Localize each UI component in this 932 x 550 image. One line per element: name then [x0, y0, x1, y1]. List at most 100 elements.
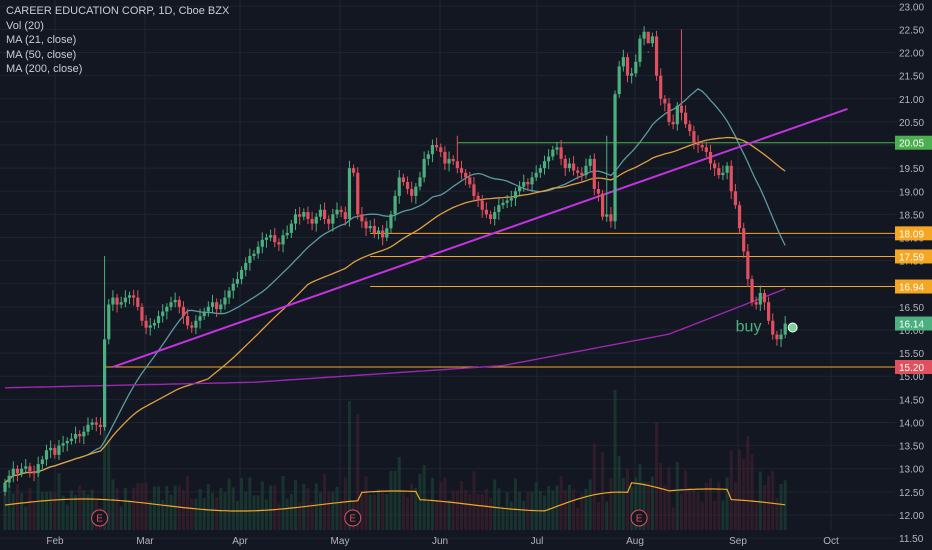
- candle-body: [293, 214, 298, 224]
- candle-body: [725, 165, 729, 173]
- volume-bar: [165, 486, 169, 530]
- candle-body: [430, 145, 435, 155]
- legend-ma200[interactable]: MA (200, close): [6, 63, 83, 75]
- candle-body: [140, 306, 144, 321]
- candle-body: [721, 172, 725, 176]
- volume-bar: [240, 478, 244, 530]
- volume-bar: [762, 485, 766, 530]
- y-tick-label: 15.50: [899, 349, 924, 360]
- candle-body: [190, 325, 194, 328]
- y-tick-label: 14.50: [899, 395, 924, 406]
- legend-ma21[interactable]: MA (21, close): [6, 34, 77, 46]
- earnings-marker: [630, 509, 648, 527]
- volume-bar: [717, 482, 721, 530]
- volume-ma: [4, 482, 786, 512]
- candle-body: [53, 447, 57, 455]
- y-tick-label: 14.00: [899, 418, 924, 429]
- earnings-marker-label: E: [349, 514, 356, 525]
- candles: [3, 26, 787, 496]
- volume-bar: [605, 501, 609, 530]
- volume-bar: [36, 474, 40, 530]
- candle-body: [667, 103, 671, 122]
- volume-bar: [314, 483, 318, 530]
- candle-body: [692, 131, 696, 143]
- candle-body: [32, 471, 36, 474]
- candle-body: [542, 161, 547, 169]
- candle-body: [152, 323, 156, 326]
- price-label-bg: [895, 359, 932, 374]
- candle-body: [646, 31, 650, 44]
- volume-bar: [277, 503, 281, 530]
- candle-body: [509, 198, 513, 201]
- candle-body: [630, 73, 634, 76]
- candle-body: [393, 195, 397, 215]
- legend-ma50[interactable]: MA (50, close): [6, 48, 77, 61]
- candle-body: [704, 147, 708, 152]
- volume-bar: [86, 494, 90, 530]
- candle-body: [381, 230, 385, 238]
- volume-bar: [65, 504, 69, 530]
- volume-bar: [709, 478, 712, 530]
- volume-bar: [103, 390, 107, 530]
- candle-body: [414, 186, 418, 196]
- volume-bar: [484, 489, 488, 530]
- y-tick-label: 13.50: [899, 442, 924, 453]
- candle-body: [401, 177, 405, 183]
- candle-body: [638, 38, 642, 62]
- earnings-marker-label: E: [636, 514, 643, 525]
- volume-bar: [675, 462, 679, 530]
- candle-body: [464, 172, 468, 178]
- candle-body: [11, 468, 15, 476]
- candle-body: [418, 177, 422, 187]
- volume-bar: [343, 477, 347, 530]
- volume-bar: [45, 492, 48, 530]
- volume-bar: [264, 499, 268, 530]
- candle-body: [493, 212, 497, 220]
- candle-body: [322, 209, 327, 220]
- candle-body: [700, 145, 704, 148]
- candle-body: [526, 182, 530, 185]
- volume-bar: [704, 483, 708, 530]
- volume-bar: [758, 471, 762, 530]
- volume-bar: [642, 481, 646, 530]
- volume-bar: [725, 477, 729, 530]
- candle-body: [347, 168, 352, 220]
- volume-bar: [260, 481, 264, 530]
- volume-bar: [447, 500, 451, 530]
- legend-volume[interactable]: Vol (20): [6, 19, 44, 32]
- candle-body: [169, 302, 173, 307]
- candle-body: [7, 475, 11, 483]
- candle-body: [223, 297, 227, 305]
- candle-body: [360, 214, 364, 222]
- candle-body: [742, 228, 746, 252]
- candle-body: [132, 295, 136, 298]
- volume-bar: [679, 493, 683, 530]
- candle-body: [44, 450, 49, 460]
- volume-bar: [215, 497, 219, 530]
- volume-bar: [256, 495, 260, 530]
- volume-bar: [385, 494, 389, 530]
- candle-body: [372, 225, 376, 233]
- volume-bar: [779, 484, 783, 530]
- candle-body: [617, 66, 621, 95]
- volume-bar: [543, 495, 546, 530]
- candle-body: [422, 158, 426, 178]
- volume-bar: [655, 422, 659, 530]
- volume-bar: [630, 486, 634, 530]
- volume-bar: [567, 485, 571, 530]
- candle-body: [65, 440, 69, 444]
- candle-body: [269, 235, 273, 238]
- volume-ma-line: [4, 482, 786, 512]
- candle-body: [331, 214, 335, 224]
- volume-bar: [493, 479, 497, 530]
- candle-body: [289, 223, 293, 233]
- y-tick-label: 19.50: [899, 164, 924, 175]
- volume-bar: [377, 489, 380, 530]
- price-label: 16.14: [899, 320, 924, 331]
- candle-body: [210, 302, 215, 307]
- y-tick-label: 15.00: [899, 372, 924, 383]
- candle-body: [144, 320, 148, 328]
- price-axis: 23.0022.5022.0021.5021.0020.5020.0019.50…: [895, 0, 932, 550]
- buy-annotation: buy: [736, 319, 762, 336]
